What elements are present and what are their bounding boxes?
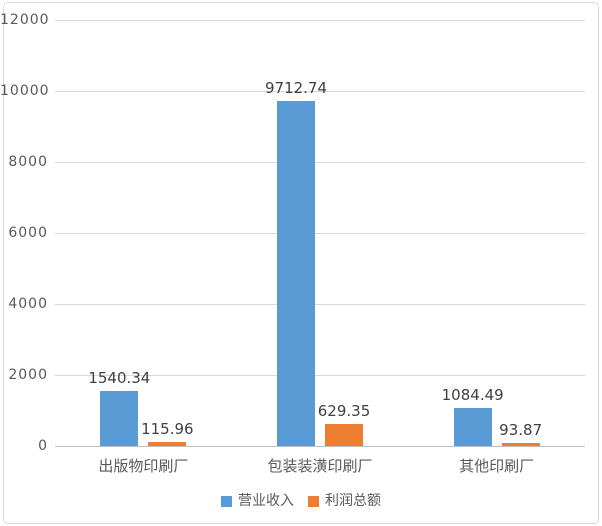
gridline xyxy=(55,304,585,305)
bar-营业收入-其他印刷厂 xyxy=(453,407,492,446)
legend-label: 利润总额 xyxy=(325,493,381,509)
x-axis-line xyxy=(55,446,585,447)
y-tick-label: 12000 xyxy=(0,12,50,28)
legend-item: 利润总额 xyxy=(308,493,381,509)
data-label: 93.87 xyxy=(499,420,543,439)
data-label: 9712.74 xyxy=(264,79,328,98)
gridline xyxy=(55,162,585,163)
y-tick-label: 0 xyxy=(38,438,48,454)
y-tick-label: 4000 xyxy=(8,296,48,312)
legend: 营业收入 利润总额 xyxy=(0,493,602,509)
data-label: 1084.49 xyxy=(441,385,504,404)
bar-营业收入-包装装潢印刷厂 xyxy=(277,101,315,446)
data-label: 629.35 xyxy=(317,401,371,420)
y-tick-label: 6000 xyxy=(8,225,48,241)
legend-swatch-icon xyxy=(221,495,232,507)
bar-利润总额-包装装潢印刷厂 xyxy=(325,423,363,446)
gridline xyxy=(55,375,585,376)
gridline xyxy=(55,233,585,234)
x-category-label: 其他印刷厂 xyxy=(459,457,535,475)
data-label: 1540.34 xyxy=(88,369,151,388)
x-category-label: 包装装潢印刷厂 xyxy=(267,457,373,475)
y-tick-label: 8000 xyxy=(8,154,48,170)
gridline xyxy=(55,91,585,92)
legend-swatch-icon xyxy=(308,495,319,507)
y-tick-label: 2000 xyxy=(8,367,48,383)
legend-label: 营业收入 xyxy=(238,493,294,509)
y-tick-label: 10000 xyxy=(0,83,50,99)
bar-利润总额-其他印刷厂 xyxy=(501,442,540,446)
x-category-label: 出版物印刷厂 xyxy=(98,457,189,475)
gridline xyxy=(55,20,585,21)
bar-营业收入-出版物印刷厂 xyxy=(100,391,139,446)
data-label: 115.96 xyxy=(141,419,194,438)
bar-利润总额-出版物印刷厂 xyxy=(148,441,187,446)
legend-item: 营业收入 xyxy=(221,493,294,509)
